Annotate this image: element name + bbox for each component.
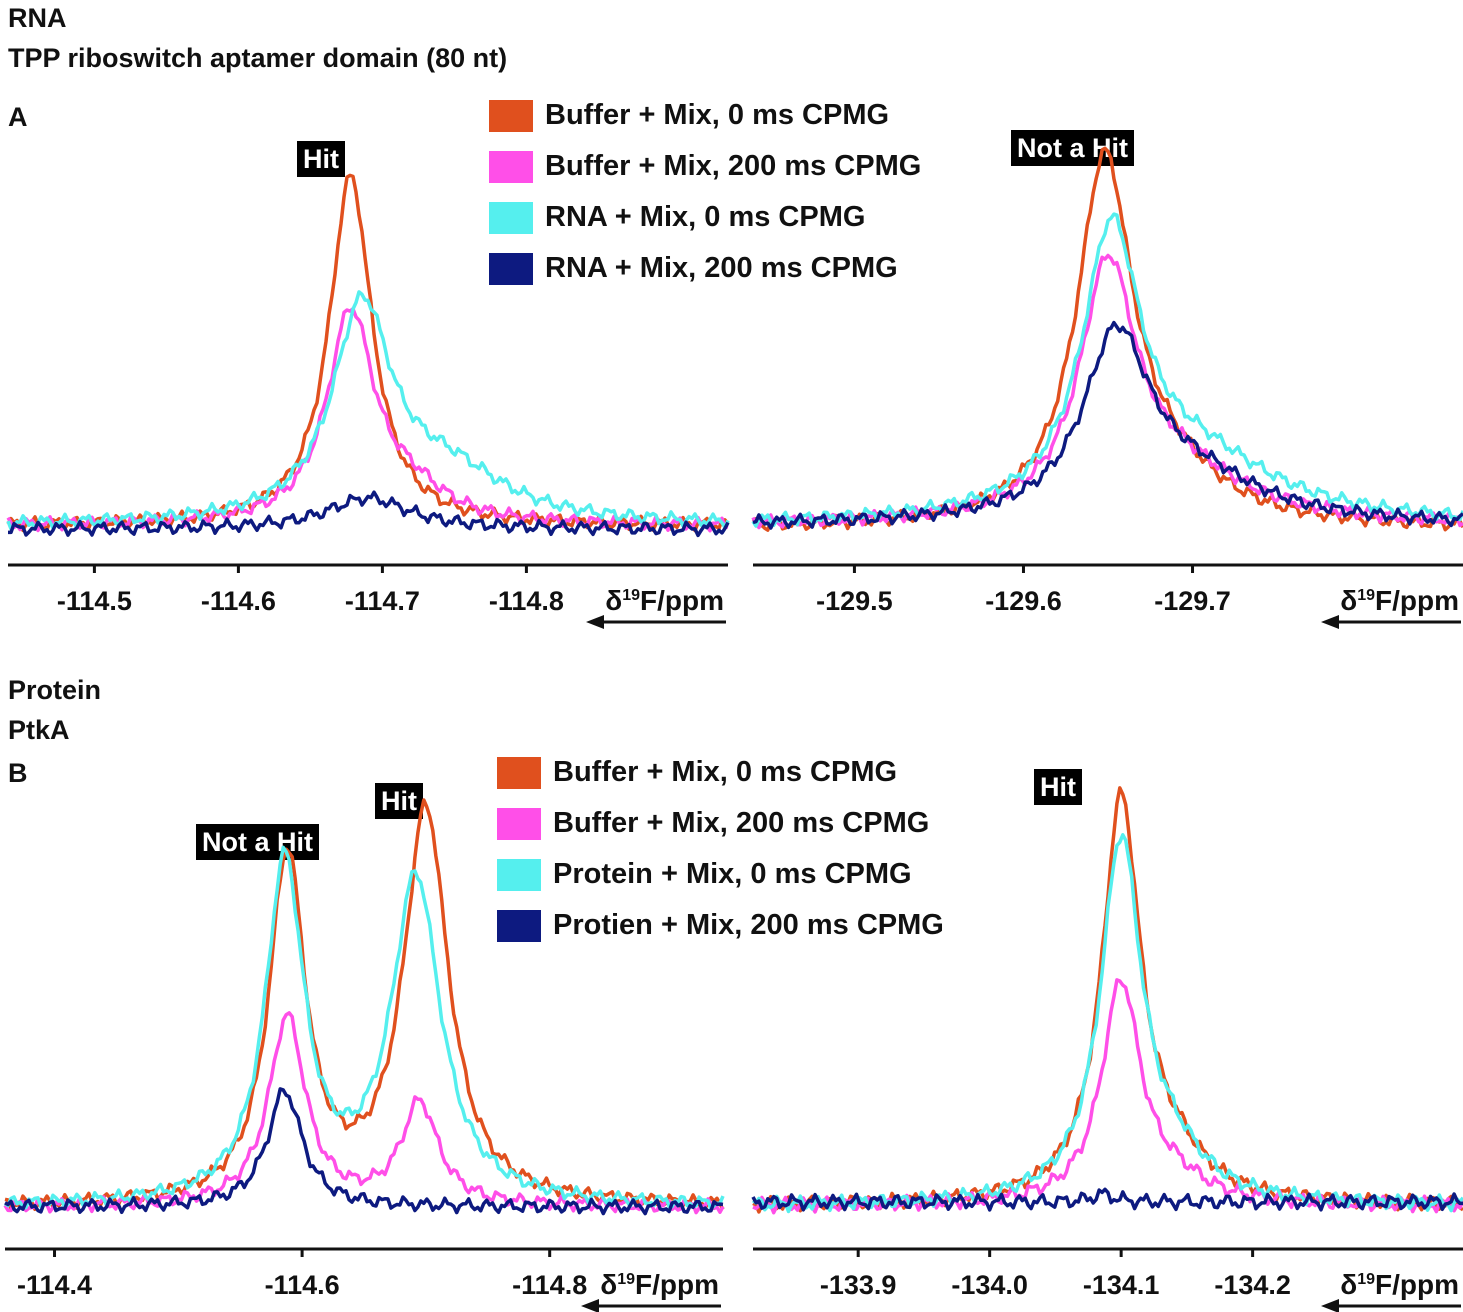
legend-b-label: Protien + Mix, 200 ms CPMG [553,909,944,941]
annotation-b-left-2: Hit [375,783,423,819]
x-tick-label-B-left: -114.8 [512,1270,587,1300]
legend-a-label: RNA + Mix, 200 ms CPMG [545,252,898,284]
legend-b-label: Buffer + Mix, 200 ms CPMG [553,807,930,839]
x-tick-label-B-right: -133.9 [820,1270,897,1300]
x-axis-title-A-right: δ19F/ppm [1340,585,1459,616]
legend-b-label: Buffer + Mix, 0 ms CPMG [553,756,898,788]
series-line-A-left-1 [6,307,729,533]
panel-b-title-line2: PtkA [8,715,70,745]
x-tick-label-A-right: -129.7 [1154,586,1231,616]
x-axis-title-B-right: δ19F/ppm [1340,1269,1459,1300]
legend-a-label: RNA + Mix, 0 ms CPMG [545,201,866,233]
series-line-B-right-3 [751,1187,1463,1212]
panel-b-title-line1: Protein [8,675,102,705]
x-tick-label-A-left: -114.8 [489,586,564,616]
series-line-A-left-3 [8,490,730,538]
x-tick-label-A-left: -114.7 [345,586,420,616]
panel-a-title-line1: RNA [8,3,67,33]
series-line-B-left-2 [4,845,725,1212]
legend-a-swatch-1 [489,150,533,183]
annotation-b-right: Hit [1034,769,1082,805]
legend-b-swatch-0 [497,756,541,789]
x-tick-label-A-right: -129.6 [985,586,1062,616]
x-tick-label-A-left: -114.6 [201,586,276,616]
panel-b-letter: B [8,758,28,788]
series-line-B-left-3 [4,1087,724,1216]
panel-a-title-line2: TPP riboswitch aptamer domain (80 nt) [8,43,508,73]
legend-b-item: Buffer + Mix, 0 ms CPMG [497,747,944,798]
series-line-B-left-1 [3,1011,725,1215]
series-line-A-right-0 [751,146,1463,532]
x-tick-label-B-right: -134.0 [951,1270,1028,1300]
annotation-b-left-1: Not a Hit [196,824,319,860]
series-line-A-right-1 [751,253,1463,530]
panel-a-letter: A [8,102,28,132]
x-tick-label-B-right: -134.1 [1083,1270,1160,1300]
legend-b-swatch-2 [497,858,541,891]
x-axis-title-A-left: δ19F/ppm [605,585,724,616]
legend-a-item: RNA + Mix, 0 ms CPMG [489,192,921,243]
legend-a-swatch-3 [489,252,533,285]
annotation-a-left: Hit [297,141,345,177]
x-tick-label-B-left: -114.4 [17,1270,92,1300]
axis-arrow-head-B-left [581,1299,599,1312]
x-tick-label-B-right: -134.2 [1214,1270,1291,1300]
legend-a-item: Buffer + Mix, 0 ms CPMG [489,90,921,141]
legend-a: Buffer + Mix, 0 ms CPMG Buffer + Mix, 20… [489,90,921,294]
axis-arrow-head-B-right [1321,1299,1339,1312]
axis-arrow-head-A-right [1321,615,1339,629]
legend-b-label: Protein + Mix, 0 ms CPMG [553,858,912,890]
series-line-B-right-0 [752,786,1463,1214]
legend-b-item: Buffer + Mix, 200 ms CPMG [497,798,944,849]
legend-b-swatch-1 [497,807,541,840]
legend-a-label: Buffer + Mix, 200 ms CPMG [545,150,922,182]
series-line-A-right-3 [752,320,1463,530]
series-line-B-left-0 [4,798,725,1212]
legend-a-item: Buffer + Mix, 200 ms CPMG [489,141,921,192]
series-line-A-left-2 [6,290,730,531]
axis-arrow-head-A-left [586,615,604,629]
series-line-A-right-2 [751,212,1463,528]
legend-b: Buffer + Mix, 0 ms CPMG Buffer + Mix, 20… [497,747,944,951]
legend-a-swatch-0 [489,99,533,132]
legend-b-item: Protein + Mix, 0 ms CPMG [497,849,944,900]
x-tick-label-A-left: -114.5 [57,586,132,616]
legend-b-swatch-3 [497,909,541,942]
x-tick-label-B-left: -114.6 [265,1270,340,1300]
legend-a-label: Buffer + Mix, 0 ms CPMG [545,99,890,131]
series-line-B-right-1 [752,978,1463,1215]
legend-a-swatch-2 [489,201,533,234]
x-tick-label-A-right: -129.5 [816,586,893,616]
annotation-a-right: Not a Hit [1011,130,1134,166]
x-axis-title-B-left: δ19F/ppm [600,1269,719,1300]
legend-a-item: RNA + Mix, 200 ms CPMG [489,243,921,294]
legend-b-item: Protien + Mix, 200 ms CPMG [497,900,944,951]
